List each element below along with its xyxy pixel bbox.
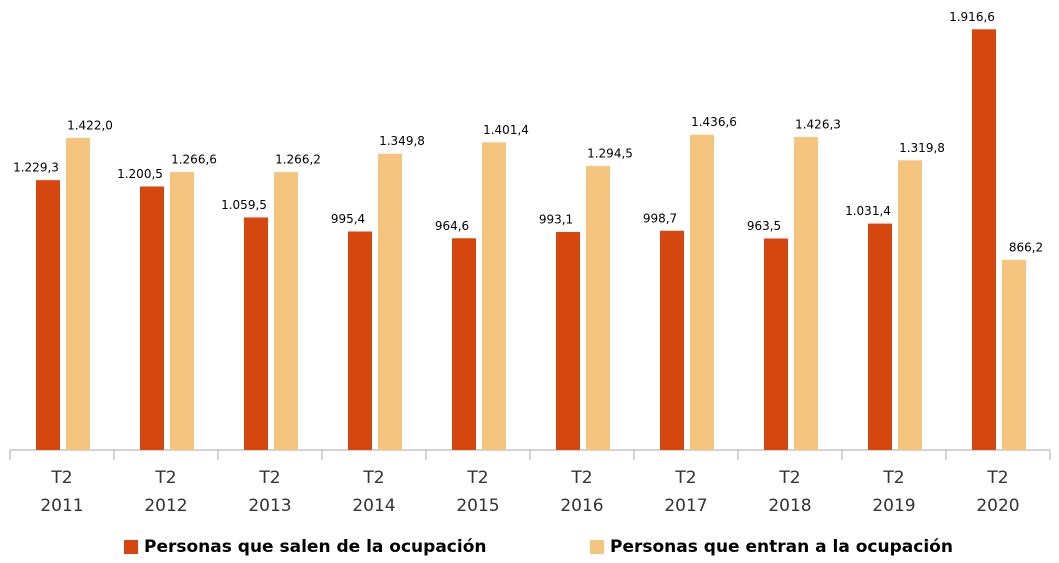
data-label: 1.266,2 <box>275 153 321 167</box>
data-label: 1.200,5 <box>117 167 163 181</box>
data-label: 1.916,6 <box>949 10 995 24</box>
bar <box>660 230 684 450</box>
bar <box>36 180 60 451</box>
bar <box>898 160 922 450</box>
legend-label: Personas que salen de la ocupación <box>144 537 487 557</box>
x-tick-label: 2015 <box>456 496 499 516</box>
legend-swatch <box>124 540 138 554</box>
x-tick-label: 2016 <box>560 496 603 516</box>
data-label: 866,2 <box>1009 240 1043 254</box>
x-tick-label: T2 <box>674 468 696 488</box>
x-tick-label: 2013 <box>248 496 291 516</box>
data-label: 963,5 <box>747 219 781 233</box>
bar <box>452 238 476 450</box>
data-label: 1.031,4 <box>845 204 891 218</box>
x-tick-label: T2 <box>986 468 1008 488</box>
bar <box>244 217 268 450</box>
x-tick-label: 2020 <box>976 496 1019 516</box>
x-tick-label: 2017 <box>664 496 707 516</box>
data-label: 1.229,3 <box>13 161 59 175</box>
bar <box>794 136 818 450</box>
bar <box>586 165 610 451</box>
bar <box>482 142 506 450</box>
x-tick-label: 2018 <box>768 496 811 516</box>
data-label: 1.319,8 <box>899 141 945 155</box>
x-tick-label: 2012 <box>144 496 187 516</box>
x-tick-label: 2019 <box>872 496 915 516</box>
x-tick-label: T2 <box>882 468 904 488</box>
data-label: 1.436,6 <box>691 115 737 129</box>
bar <box>868 223 892 450</box>
bar <box>972 29 996 450</box>
x-tick-label: T2 <box>154 468 176 488</box>
x-tick-label: T2 <box>466 468 488 488</box>
bar <box>66 137 90 450</box>
bar <box>274 172 298 451</box>
data-label: 1.422,0 <box>67 118 113 132</box>
data-label: 1.349,8 <box>379 134 425 148</box>
x-tick-label: T2 <box>778 468 800 488</box>
x-tick-label: T2 <box>570 468 592 488</box>
data-label: 993,1 <box>539 213 573 227</box>
x-tick-label: T2 <box>362 468 384 488</box>
x-tick-label: 2014 <box>352 496 395 516</box>
bar <box>690 134 714 450</box>
data-label: 995,4 <box>331 212 365 226</box>
bar <box>348 231 372 450</box>
data-label: 1.401,4 <box>483 123 529 137</box>
data-label: 1.266,6 <box>171 152 217 166</box>
x-tick-label: T2 <box>258 468 280 488</box>
legend-label: Personas que entran a la ocupación <box>610 537 953 557</box>
data-label: 998,7 <box>643 211 677 225</box>
bar <box>764 238 788 450</box>
bar <box>378 153 402 450</box>
bar <box>170 171 194 450</box>
x-tick-label: 2011 <box>40 496 83 516</box>
data-label: 1.059,5 <box>221 198 267 212</box>
data-label: 964,6 <box>435 219 469 233</box>
data-label: 1.426,3 <box>795 117 841 131</box>
legend-swatch <box>590 540 604 554</box>
bar <box>556 232 580 450</box>
x-tick-label: T2 <box>50 468 72 488</box>
bar <box>1002 259 1026 450</box>
data-label: 1.294,5 <box>587 146 633 160</box>
bar <box>140 186 164 451</box>
